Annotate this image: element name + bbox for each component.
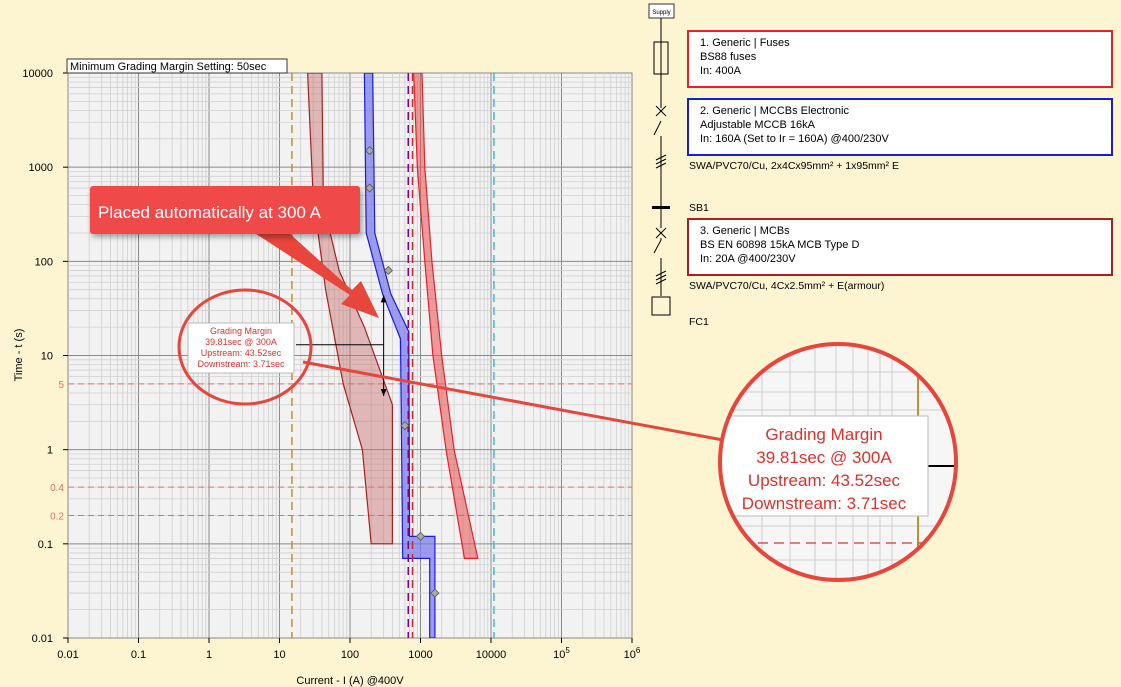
x-axis-ticks: 0.01 0.1 1 10 100 1000 10000 105 106 (57, 638, 641, 661)
device-2-line3: In: 160A (Set to Ir = 160A) @400/230V (700, 133, 889, 145)
curve-marker (365, 183, 375, 193)
x-tick-label: 1 (206, 649, 212, 661)
gm-line3: Downstream: 3.71sec (197, 359, 285, 369)
device-3-line1: 3. Generic | MCBs (700, 225, 790, 237)
y-tick-label: 10000 (22, 68, 53, 80)
y-axis-ticks: 5 0.4 0.2 10000 1000 100 10 1 0.1 0.01 (22, 68, 68, 645)
setting-label: Minimum Grading Margin Setting: 50sec (70, 61, 267, 73)
callout-box (90, 186, 360, 234)
highlight-ellipse (177, 288, 313, 406)
gm-arrow-head-down (380, 389, 387, 397)
gm-line2: Upstream: 43.52sec (201, 348, 282, 358)
gm-arrow-head-up (380, 295, 387, 303)
x-tick-label: 10000 (476, 649, 507, 661)
load-symbol[interactable] (651, 296, 671, 316)
supply-label: Supply (652, 10, 670, 16)
y-axis-label: Time - t (s) (13, 329, 25, 382)
device-2-line1: 2. Generic | MCCBs Electronic (700, 105, 849, 117)
zoom-view: Grading Margin 39.81sec @ 300A Upstream:… (718, 342, 958, 582)
zoom-connector-line (302, 360, 724, 442)
reference-line-label: 5 (58, 380, 64, 391)
device-3-line3: In: 20A @400/230V (700, 253, 796, 265)
curve-marker (430, 588, 440, 598)
device-1-line1: 1. Generic | Fuses (700, 37, 790, 49)
device-3-box[interactable]: 3. Generic | MCBs BS EN 60898 15kA MCB T… (687, 218, 1113, 276)
busbar-symbol[interactable] (652, 206, 670, 209)
curve-bands (306, 73, 479, 638)
curve-band-2 (363, 73, 436, 638)
cable-2-symbol[interactable] (655, 270, 667, 285)
x-tick-label: 10 (273, 649, 285, 661)
cable-1-label: SWA/PVC70/Cu, 2x4Cx95mm² + 1x95mm² E (689, 160, 899, 172)
gm-title: Grading Margin (210, 326, 272, 336)
zoom-gm-line2: Upstream: 43.52sec (748, 471, 901, 490)
y-tick-label: 1 (47, 445, 53, 457)
x-tick-label: 105 (553, 646, 570, 661)
x-tick-label: 1000 (408, 649, 432, 661)
curve-markers (365, 146, 440, 598)
zoom-gm-line3: Downstream: 3.71sec (742, 494, 907, 513)
y-tick-label: 0.1 (38, 539, 53, 551)
device-1-line2: BS88 fuses (700, 51, 757, 63)
busbar-label: SB1 (689, 202, 709, 214)
zoom-gm-title: Grading Margin (765, 425, 882, 444)
curve-marker (383, 265, 393, 276)
cable-2-label: SWA/PVC70/Cu, 4Cx2.5mm² + E(armour) (689, 280, 884, 292)
load-label: FC1 (689, 316, 709, 328)
y-tick-label: 0.01 (32, 633, 53, 645)
reference-lines (68, 383, 632, 516)
y-tick-label: 10 (41, 351, 53, 363)
single-line-diagram: Supply SWA/PVC70/Cu, 2x4Cx95mm² + 1x95mm… (648, 3, 899, 328)
callout-arrow (250, 214, 379, 318)
x-tick-label: 0.01 (57, 649, 78, 661)
vertical-markers (291, 73, 495, 638)
y-tick-label: 100 (35, 256, 53, 268)
curve-marker (400, 421, 410, 431)
gm-line1: 39.81sec @ 300A (205, 337, 277, 347)
y-tick-label: 1000 (29, 162, 53, 174)
setting-label-box (66, 58, 288, 74)
reference-line-label: 0.2 (50, 511, 64, 522)
device-3-line2: BS EN 60898 15kA MCB Type D (700, 239, 859, 251)
device-1-box[interactable]: 1. Generic | Fuses BS88 fuses In: 400A (687, 30, 1113, 88)
cable-1-symbol[interactable] (655, 154, 667, 169)
x-tick-label: 0.1 (131, 649, 146, 661)
grading-margin-box (187, 322, 295, 374)
curve-marker (415, 531, 426, 541)
mcb-symbol[interactable] (652, 228, 670, 258)
curve-marker (365, 146, 375, 156)
device-1-line3: In: 400A (700, 65, 742, 77)
x-tick-label: 100 (341, 649, 359, 661)
curve-band-1 (413, 73, 479, 559)
callout-label: Placed automatically at 300 A (98, 203, 322, 222)
x-tick-label: 106 (624, 646, 641, 661)
device-2-line2: Adjustable MCCB 16kA (700, 119, 816, 131)
device-2-box[interactable]: 2. Generic | MCCBs Electronic Adjustable… (687, 98, 1113, 156)
zoom-gm-line1: 39.81sec @ 300A (756, 448, 892, 467)
reference-line-label: 0.4 (50, 483, 64, 494)
x-axis-label: Current - I (A) @400V (296, 675, 404, 687)
